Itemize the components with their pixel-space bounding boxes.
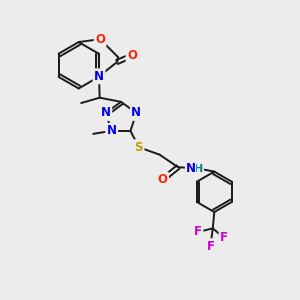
Text: N: N bbox=[106, 124, 117, 137]
Text: O: O bbox=[158, 173, 168, 186]
Text: S: S bbox=[134, 141, 143, 154]
Text: F: F bbox=[220, 231, 228, 244]
Text: N: N bbox=[185, 161, 196, 175]
Text: N: N bbox=[94, 70, 104, 83]
Text: H: H bbox=[194, 164, 203, 174]
Text: F: F bbox=[206, 240, 214, 253]
Text: O: O bbox=[95, 33, 105, 46]
Text: N: N bbox=[131, 106, 141, 119]
Text: O: O bbox=[127, 49, 137, 62]
Text: F: F bbox=[194, 225, 202, 239]
Text: N: N bbox=[101, 106, 111, 119]
